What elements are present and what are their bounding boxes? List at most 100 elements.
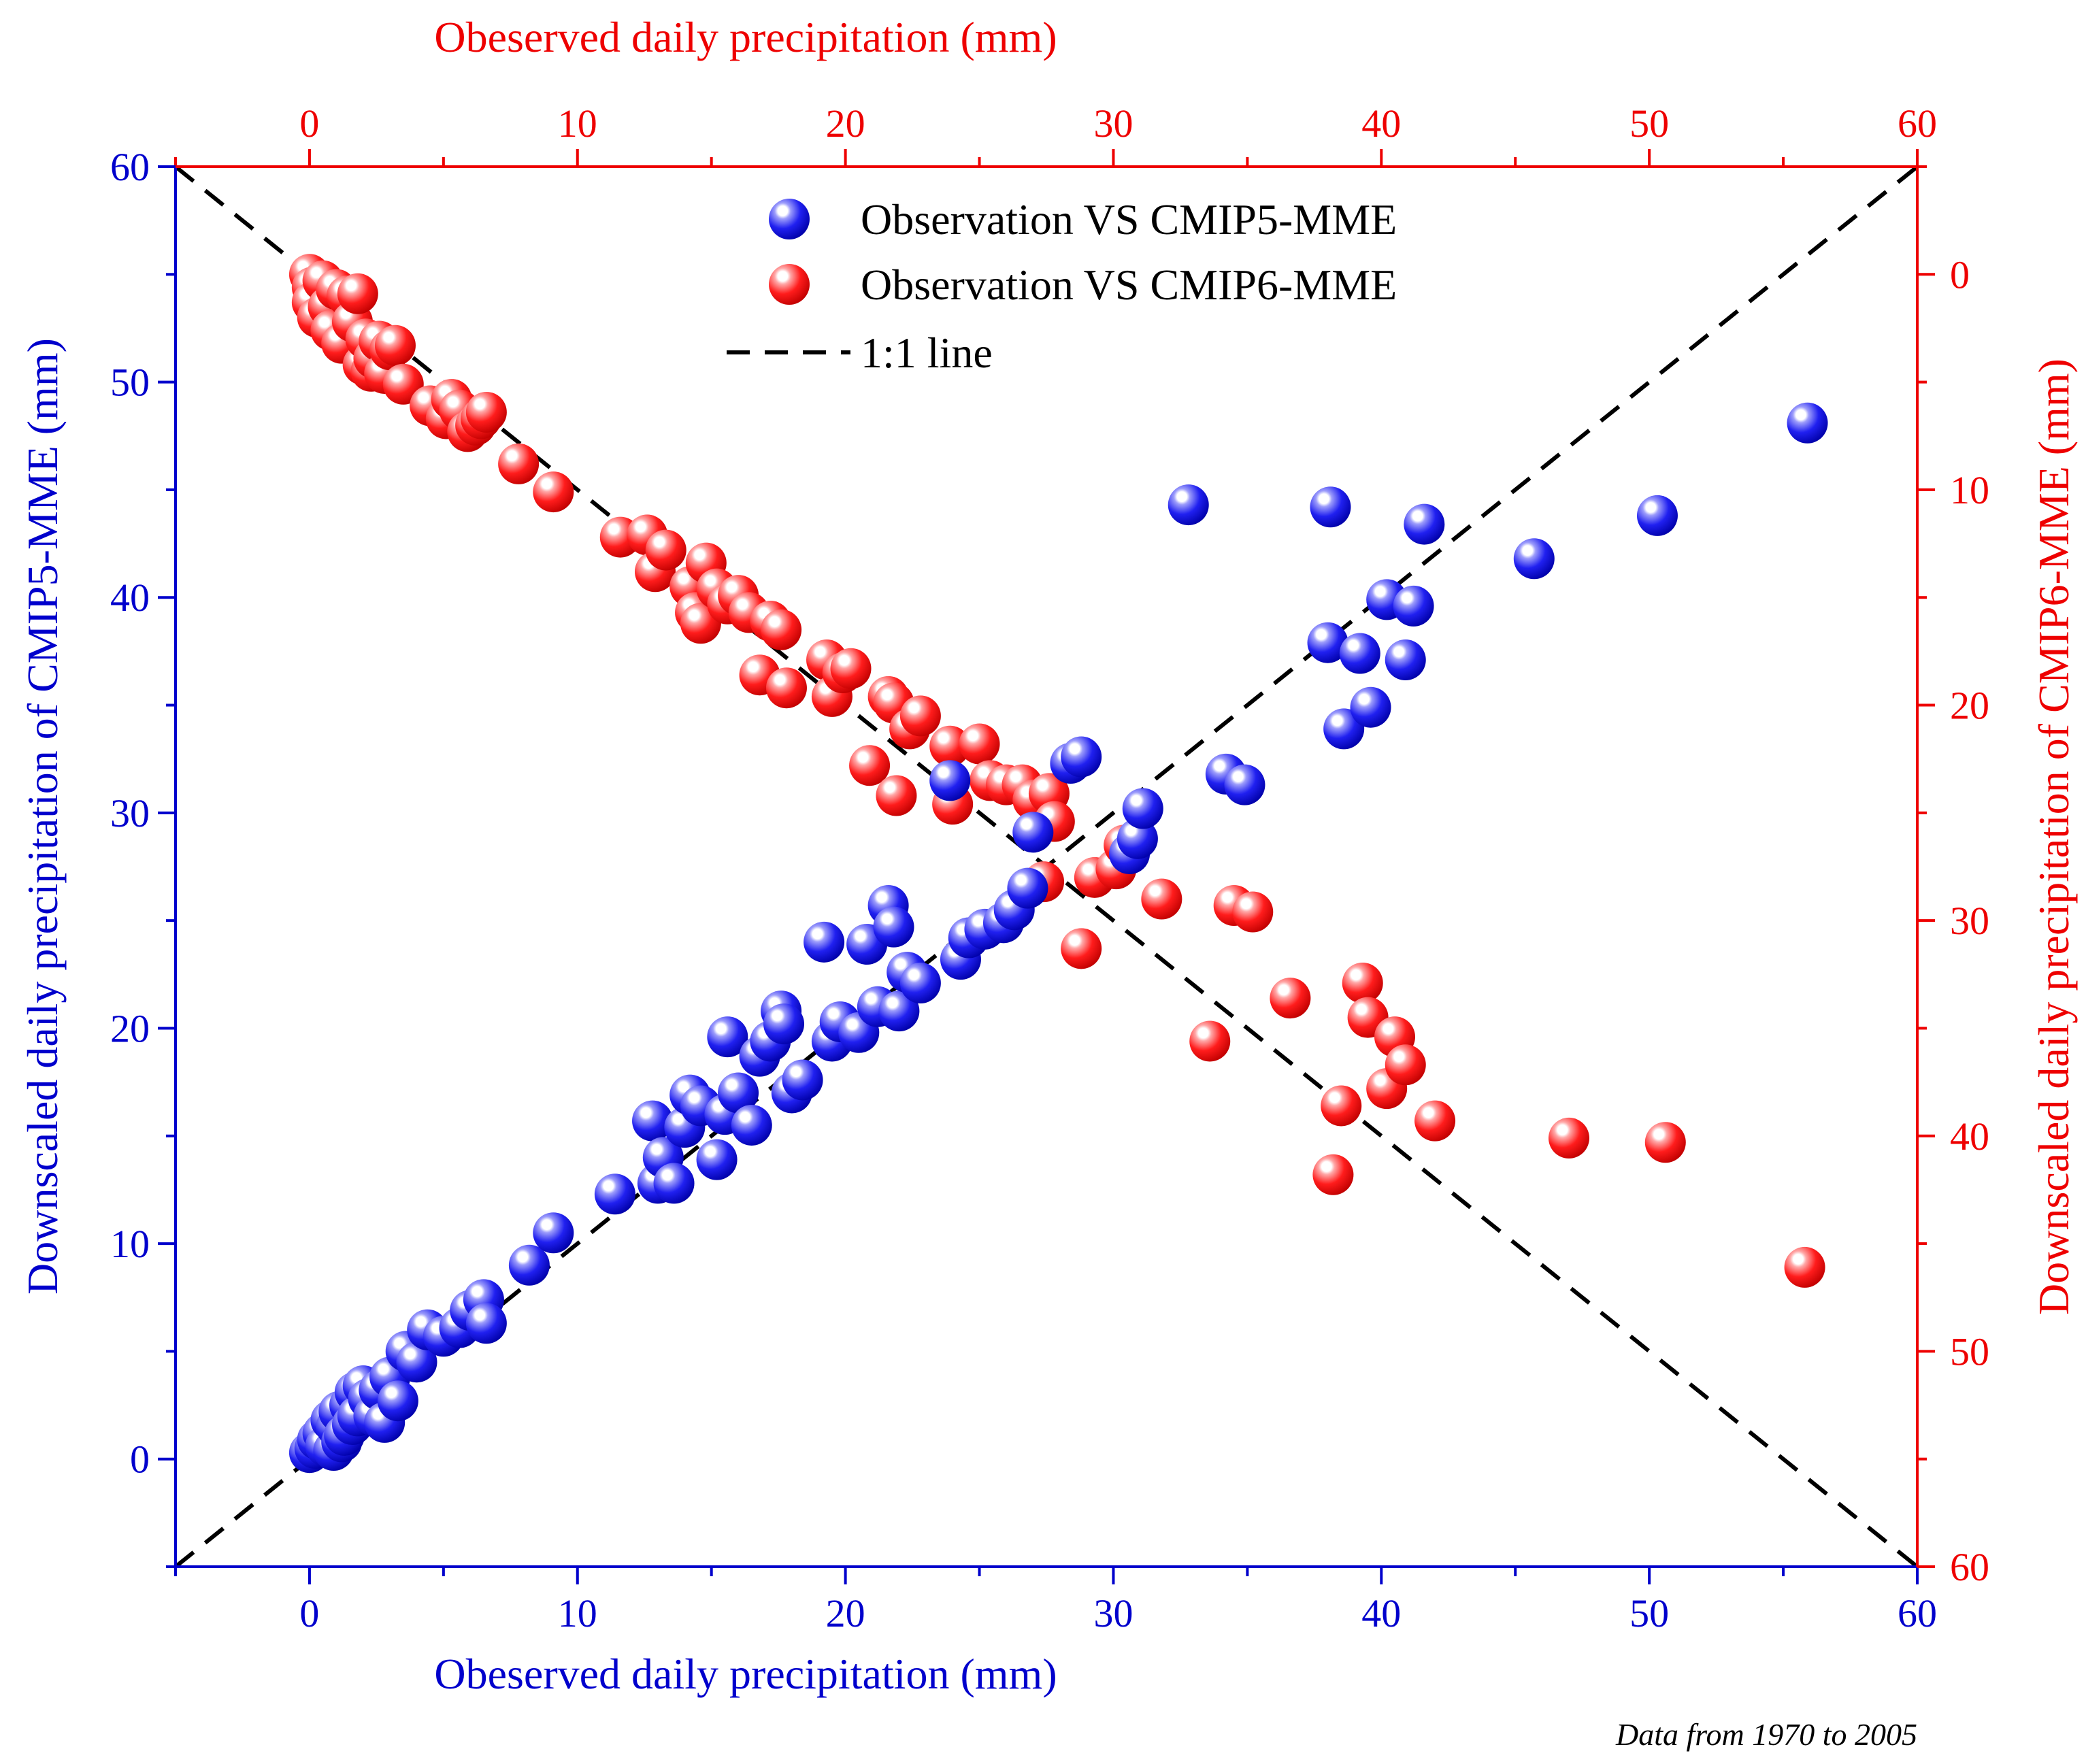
data-point-cmip6: [1312, 1154, 1354, 1195]
data-point-cmip5: [1404, 503, 1445, 545]
data-point-cmip5: [1385, 639, 1426, 681]
data-point-cmip5: [878, 991, 920, 1032]
data-point-cmip5: [1310, 486, 1351, 528]
data-point-cmip6: [1549, 1117, 1589, 1159]
tick-label-left: 0: [130, 1437, 150, 1482]
tick-label-bottom: 20: [826, 1591, 865, 1635]
tick-label-left: 10: [110, 1222, 150, 1266]
data-point-cmip5: [899, 962, 941, 1003]
tick-label-top: 40: [1361, 101, 1401, 146]
data-point-cmip5: [1787, 402, 1828, 444]
data-point-cmip5: [396, 1342, 437, 1383]
data-point-cmip6: [374, 324, 416, 366]
data-point-cmip5: [1012, 812, 1054, 853]
data-point-cmip5: [696, 1139, 738, 1180]
tick-label-top: 10: [558, 101, 597, 146]
legend: Observation VS CMIP5-MME Observation VS …: [727, 195, 1397, 377]
tick-label-top: 30: [1093, 101, 1133, 146]
tick-label-right: 20: [1950, 684, 1989, 728]
tick-label-top: 60: [1898, 101, 1937, 146]
x-axis-title-top: Obeserved daily precipitation (mm): [434, 13, 1057, 61]
data-point-cmip5: [1307, 622, 1348, 663]
data-point-cmip5: [653, 1163, 695, 1204]
y-axis-title-left: Downscaled daily precipitation of CMIP5-…: [18, 338, 67, 1295]
data-point-cmip5: [929, 760, 971, 801]
data-point-cmip6: [929, 725, 971, 767]
data-point-cmip6: [876, 775, 917, 816]
data-point-cmip5: [873, 906, 914, 948]
data-point-cmip5: [1350, 686, 1391, 728]
data-point-cmip6: [465, 391, 507, 433]
legend-marker-cmip6: [769, 264, 810, 305]
data-point-cmip6: [1342, 962, 1383, 1003]
tick-label-left: 20: [110, 1006, 150, 1050]
data-point-cmip5: [1224, 764, 1265, 805]
series-cmip6: [288, 254, 1825, 1288]
data-point-cmip5: [1513, 538, 1555, 580]
tick-label-right: 10: [1950, 468, 1989, 512]
data-point-cmip5: [718, 1072, 759, 1114]
data-point-cmip6: [761, 609, 802, 650]
data-point-cmip5: [465, 1303, 507, 1344]
tick-label-left: 40: [110, 576, 150, 620]
tick-label-bottom: 60: [1898, 1591, 1937, 1635]
tick-label-bottom: 0: [299, 1591, 319, 1635]
tick-label-bottom: 40: [1361, 1591, 1401, 1635]
tick-label-right: 50: [1950, 1329, 1989, 1374]
x-axis-title-bottom: Obeserved daily precipitation (mm): [434, 1650, 1057, 1698]
axes-frame: [174, 165, 1919, 1568]
data-point-cmip5: [533, 1212, 574, 1254]
data-point-cmip5: [1007, 867, 1048, 909]
series-cmip5: [288, 402, 1828, 1474]
tick-label-left: 60: [110, 145, 150, 189]
tick-label-bottom: 50: [1629, 1591, 1669, 1635]
legend-label-cmip6: Observation VS CMIP6-MME: [861, 261, 1397, 309]
tick-label-right: 30: [1950, 899, 1989, 943]
data-point-cmip6: [1414, 1100, 1456, 1142]
data-point-cmip5: [1116, 818, 1158, 859]
data-point-cmip6: [1061, 928, 1102, 969]
data-point-cmip6: [1321, 1085, 1362, 1127]
data-point-cmip6: [1189, 1020, 1231, 1062]
data-point-cmip5: [377, 1380, 418, 1422]
data-point-cmip6: [1644, 1122, 1686, 1163]
data-point-cmip5: [508, 1244, 550, 1286]
tick-label-top: 0: [299, 101, 319, 146]
y-axis-title-right: Downscaled daily precipitation of CMIP6-…: [2030, 359, 2078, 1315]
data-point-cmip5: [804, 921, 845, 963]
data-point-cmip6: [645, 529, 686, 571]
data-point-cmip6: [1232, 891, 1274, 933]
legend-marker-cmip5: [769, 199, 810, 239]
data-point-cmip6: [1784, 1246, 1825, 1288]
legend-label-ref-line: 1:1 line: [861, 329, 993, 377]
data-point-cmip5: [763, 1003, 805, 1045]
data-point-cmip5: [1393, 585, 1434, 627]
data-point-cmip6: [765, 667, 807, 709]
tick-label-right: 0: [1950, 252, 1970, 297]
tick-label-bottom: 30: [1093, 1591, 1133, 1635]
data-point-cmip5: [1339, 633, 1380, 674]
data-period-note: Data from 1970 to 2005: [1615, 1717, 1917, 1752]
data-point-cmip6: [899, 695, 941, 737]
data-point-cmip5: [707, 1016, 748, 1058]
tick-label-top: 20: [826, 101, 865, 146]
data-point-cmip6: [830, 648, 872, 689]
data-point-cmip5: [594, 1174, 635, 1215]
data-point-cmip5: [1636, 495, 1678, 536]
axis-ticks: 0 10 20 30 40 50 60 0 10 20 30 40 50 60 0 10 20 30 40 50 60 0…: [110, 101, 1989, 1635]
data-point-cmip5: [1122, 788, 1163, 829]
data-point-cmip6: [959, 723, 1000, 765]
tick-label-bottom: 10: [558, 1591, 597, 1635]
data-point-cmip6: [1385, 1044, 1426, 1086]
data-point-cmip5: [731, 1104, 772, 1146]
data-point-cmip5: [782, 1059, 823, 1101]
tick-label-left: 50: [110, 361, 150, 405]
tick-label-left: 30: [110, 791, 150, 835]
data-point-cmip5: [632, 1100, 674, 1142]
legend-label-cmip5: Observation VS CMIP5-MME: [861, 195, 1397, 244]
data-point-cmip5: [1061, 736, 1102, 778]
data-point-cmip6: [337, 273, 378, 314]
data-point-cmip5: [1168, 484, 1209, 526]
data-point-cmip6: [1270, 978, 1311, 1019]
